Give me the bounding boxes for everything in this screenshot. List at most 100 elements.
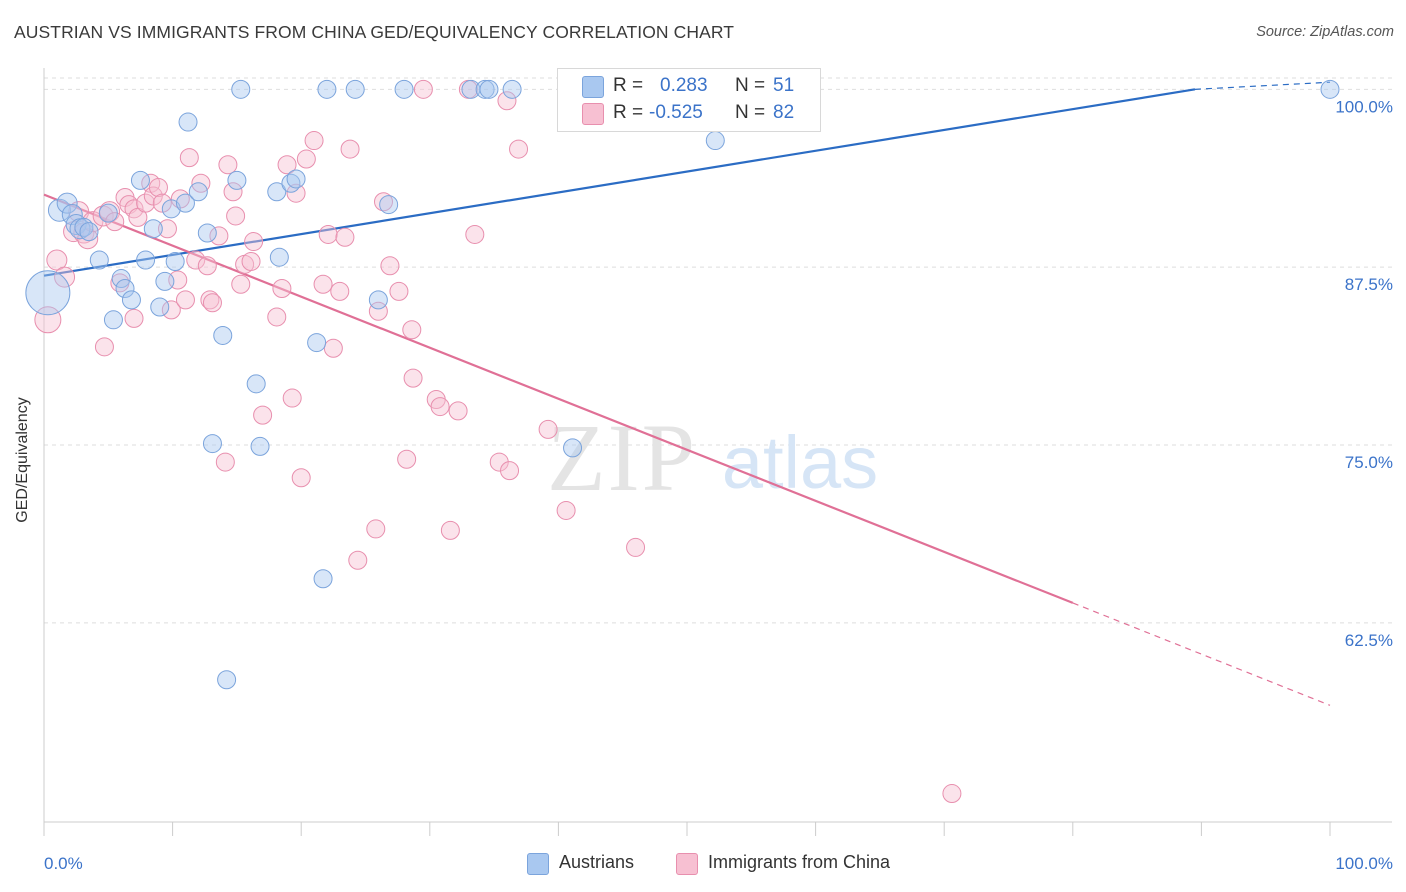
point-austrians xyxy=(111,269,131,289)
point-china xyxy=(340,139,360,159)
point-china xyxy=(82,211,104,233)
legend-swatch-austrians xyxy=(582,76,604,98)
point-china xyxy=(497,91,517,111)
point-china xyxy=(148,178,168,198)
point-austrians xyxy=(155,271,175,291)
point-china xyxy=(330,281,350,301)
point-china xyxy=(54,266,76,288)
point-china xyxy=(197,256,217,276)
point-austrians xyxy=(502,79,522,99)
y-tick-label: 87.5% xyxy=(1345,275,1393,294)
watermark-atlas: atlas xyxy=(722,421,878,504)
point-china xyxy=(152,193,172,213)
point-austrians xyxy=(705,131,725,151)
trend-extension-austrians xyxy=(1194,81,1331,90)
point-china xyxy=(509,139,529,159)
point-austrians xyxy=(1320,79,1340,99)
point-austrians xyxy=(563,438,583,458)
legend-n-label: N = xyxy=(735,102,766,123)
point-austrians xyxy=(479,79,499,99)
trend-line-austrians xyxy=(43,88,1196,277)
legend-r-value: -0.525 xyxy=(649,102,703,123)
point-china xyxy=(209,226,229,246)
point-austrians xyxy=(307,333,327,353)
point-china xyxy=(286,183,306,203)
legend-r-label: R = xyxy=(613,75,644,96)
point-china xyxy=(348,550,368,570)
source-credit: Source: ZipAtlas.com xyxy=(1256,24,1394,40)
point-china xyxy=(124,308,144,328)
point-china xyxy=(282,388,302,408)
y-tick-label: 100.0% xyxy=(1335,97,1393,116)
legend-n-value: 82 xyxy=(773,102,795,123)
point-austrians xyxy=(379,195,399,215)
point-china xyxy=(241,251,261,271)
point-austrians xyxy=(115,279,135,299)
point-china xyxy=(430,397,450,417)
point-china xyxy=(318,224,338,244)
point-austrians xyxy=(250,436,270,456)
point-austrians xyxy=(165,251,185,271)
bottom-label-china: Immigrants from China xyxy=(708,852,891,872)
point-china xyxy=(368,301,388,321)
x-tick-label-min: 0.0% xyxy=(44,854,83,873)
point-china xyxy=(397,449,417,469)
point-china xyxy=(403,368,423,388)
point-china xyxy=(200,290,220,310)
point-austrians xyxy=(217,670,237,690)
bottom-label-austrians: Austrians xyxy=(559,852,635,872)
point-china xyxy=(296,149,316,169)
point-austrians xyxy=(65,213,87,235)
point-austrians xyxy=(121,290,141,310)
point-austrians xyxy=(313,569,333,589)
point-china xyxy=(231,274,251,294)
point-china xyxy=(626,537,646,557)
point-china xyxy=(942,784,962,804)
bottom-swatch-austrians xyxy=(527,853,549,875)
point-china xyxy=(202,293,222,313)
point-china xyxy=(440,520,460,540)
chart-title: AUSTRIAN VS IMMIGRANTS FROM CHINA GED/EQ… xyxy=(14,22,735,42)
point-china xyxy=(335,227,355,247)
point-china xyxy=(465,224,485,244)
stats-legend: R = 0.283 N = 51 R = -0.525 N = 82 xyxy=(557,68,821,132)
point-austrians xyxy=(286,169,306,189)
point-china xyxy=(272,279,292,299)
point-china xyxy=(538,419,558,439)
point-china xyxy=(374,192,394,212)
watermark: ZIP atlas xyxy=(547,404,878,511)
y-tick-label: 62.5% xyxy=(1345,631,1393,650)
point-china xyxy=(277,155,297,175)
point-china xyxy=(215,452,235,472)
point-china xyxy=(389,281,409,301)
point-china xyxy=(253,405,273,425)
point-austrians xyxy=(202,434,222,454)
point-austrians xyxy=(25,270,71,316)
tick-labels: 100.0% 87.5% 75.0% 62.5% 0.0% 100.0% xyxy=(44,97,1393,873)
point-china xyxy=(244,232,264,252)
point-china xyxy=(413,79,433,99)
point-austrians xyxy=(178,112,198,132)
point-austrians xyxy=(150,297,170,317)
trend-extension-china xyxy=(1072,602,1331,706)
point-china xyxy=(380,256,400,276)
legend-r-value: 0.283 xyxy=(660,75,708,96)
point-austrians xyxy=(161,199,181,219)
point-china xyxy=(179,148,199,168)
point-austrians xyxy=(227,170,247,190)
point-austrians xyxy=(89,250,109,270)
point-austrians xyxy=(269,247,289,267)
point-austrians xyxy=(368,290,388,310)
x-tick-label-max: 100.0% xyxy=(1335,854,1393,873)
point-austrians xyxy=(213,325,233,345)
point-austrians xyxy=(130,170,150,190)
point-china xyxy=(223,182,243,202)
legend-n-label: N = xyxy=(735,75,766,96)
point-china xyxy=(313,274,333,294)
point-china xyxy=(448,401,468,421)
legend-n-value: 51 xyxy=(773,75,795,96)
point-china xyxy=(186,250,206,270)
point-austrians xyxy=(188,182,208,202)
point-china xyxy=(161,300,181,320)
